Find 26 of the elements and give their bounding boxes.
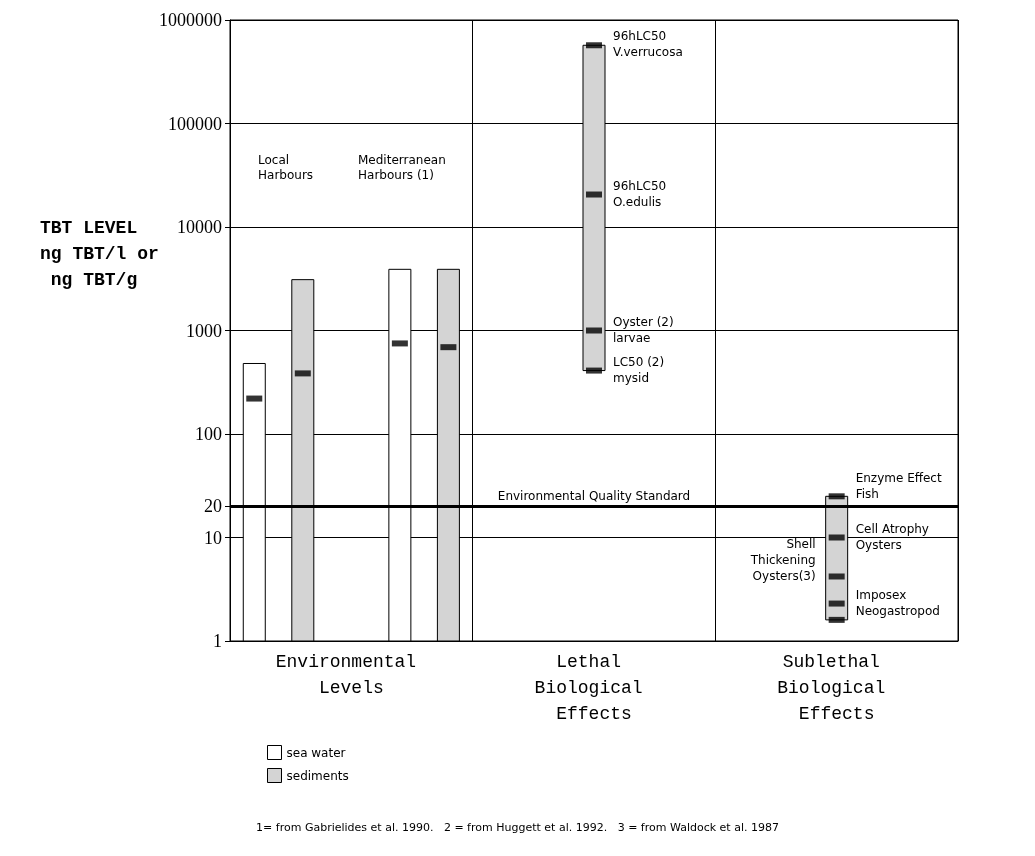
annotation: LC50 (2) mysid <box>613 354 665 385</box>
y-tick-label: 1 <box>213 631 222 651</box>
y-tick-label: 10000 <box>177 217 222 237</box>
annotation: Shell Thickening Oysters(3) <box>749 537 816 584</box>
annotation: Cell Atrophy Oysters <box>855 521 929 552</box>
annotation: Mediterranean Harbours (1) <box>358 152 446 182</box>
y-axis-title: TBT LEVEL ng TBT/l or ng TBT/g <box>40 218 159 290</box>
legend-label: sediments <box>286 768 349 783</box>
text: 1= from Gabrielides et al. 1990. 2 = from Huggett et al. 1992. 3 = from Waldock et al. 1987 <box>256 821 779 834</box>
x-tick-label: Lethal Biological Effects <box>534 652 654 724</box>
ref-line-label: Environmental Quality Standard <box>497 489 691 504</box>
y-tick-label: 100 <box>195 424 222 444</box>
y-tick-label: 10 <box>204 527 222 548</box>
annotation: Local Harbours <box>258 152 314 182</box>
legend-label: sea water <box>286 745 346 760</box>
y-tick-label: 100000 <box>168 113 222 134</box>
x-tick-label: Environmental Levels <box>275 652 427 698</box>
y-tick-label: 1000000 <box>159 10 222 30</box>
annotation: 96hLC50 V.verrucosa <box>613 29 683 60</box>
x-tick-label: Sublethal Biological Effects <box>777 652 897 724</box>
y-tick-label: 1000 <box>186 320 222 341</box>
y-tick-label: 20 <box>204 496 222 517</box>
annotation: 96hLC50 O.edulis <box>613 178 667 209</box>
annotation: Enzyme Effect Fish <box>855 471 942 502</box>
annotation: Imposex Neogastropod <box>855 587 940 618</box>
annotation: Oyster (2) larvae <box>613 314 674 345</box>
